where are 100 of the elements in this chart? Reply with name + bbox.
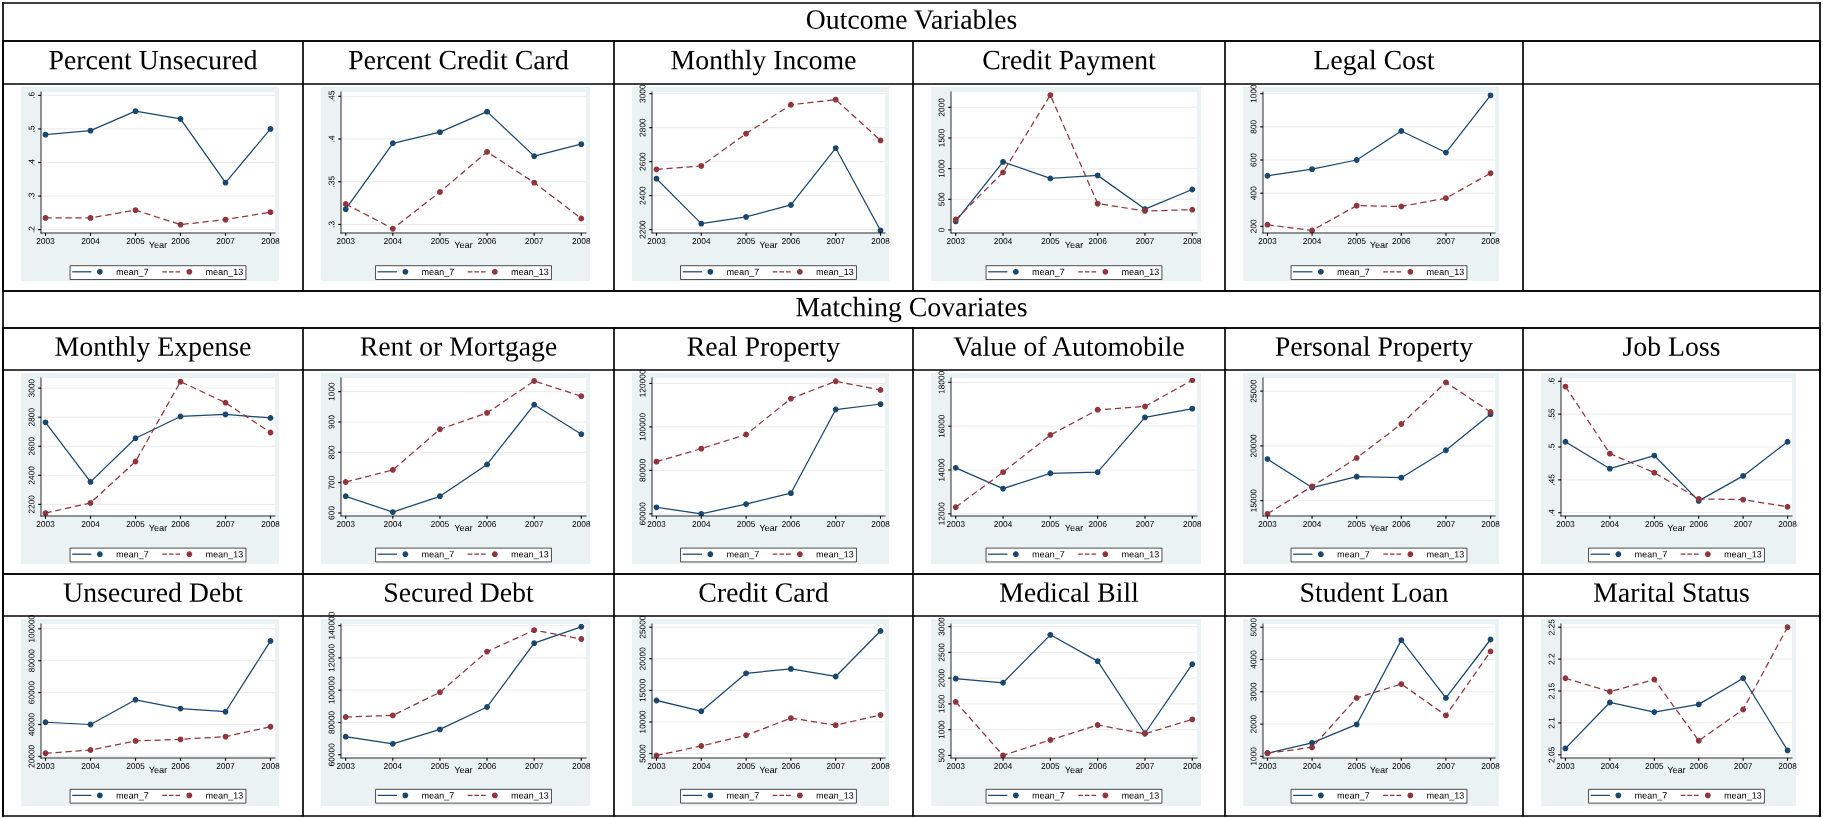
y-tick-label: .5 <box>28 125 35 132</box>
x-tick-label: 2007 <box>1437 238 1455 244</box>
legend-label: mean_13 <box>1122 792 1159 801</box>
legend-label: mean_13 <box>511 551 549 560</box>
x-tick-label: 2003 <box>946 238 965 244</box>
x-tick-label: 2005 <box>126 763 145 769</box>
legend-label: mean_13 <box>1427 268 1464 277</box>
y-tick-label: 40000 <box>28 713 35 736</box>
y-tick-label: 100000 <box>328 676 335 704</box>
chart-title: Personal Property <box>1275 336 1474 362</box>
x-tick-label: 2008 <box>261 763 280 769</box>
legend-label: mean_7 <box>1635 551 1667 560</box>
y-tick-label: .2 <box>28 226 35 233</box>
x-axis-title: Year <box>759 766 778 774</box>
x-tick-label: 2008 <box>1481 238 1500 244</box>
y-tick-label: 60000 <box>28 681 35 704</box>
x-tick-label: 2005 <box>1041 238 1060 244</box>
legend-label: mean_13 <box>1122 268 1159 277</box>
x-tick-label: 2006 <box>1689 763 1708 769</box>
x-tick-label: 2008 <box>871 521 890 527</box>
legend-label: mean_7 <box>1337 792 1370 801</box>
y-tick-label: 14000 <box>938 458 945 481</box>
y-tick-label: .6 <box>1548 378 1555 384</box>
x-tick-label: 2005 <box>1041 763 1060 769</box>
x-tick-label: 2004 <box>1303 521 1322 527</box>
text: Matching Covariates <box>796 296 1027 323</box>
x-tick-label: 2003 <box>336 763 355 769</box>
y-tick-label: 100000 <box>639 413 646 441</box>
legend-label: mean_7 <box>116 792 149 801</box>
x-tick-label: 2005 <box>126 238 145 244</box>
x-tick-label: 2003 <box>946 763 965 769</box>
y-tick-label: 2000 <box>1250 715 1257 733</box>
x-tick-label: 2004 <box>994 763 1013 769</box>
x-axis-title: Year <box>1667 766 1686 774</box>
chart-title: Real Property <box>687 336 841 362</box>
legend-label: mean_7 <box>116 551 149 560</box>
x-tick-label: 2004 <box>383 763 402 769</box>
y-tick-label: 500 <box>938 748 945 763</box>
x-tick-label: 2008 <box>1481 521 1500 527</box>
y-tick-label: 25000 <box>639 615 646 639</box>
x-tick-label: 2003 <box>36 238 55 244</box>
x-tick-label: 2004 <box>1601 521 1619 527</box>
legend-label: mean_7 <box>422 551 454 560</box>
x-tick-label: 2007 <box>826 763 845 769</box>
x-tick-label: 2008 <box>871 238 890 244</box>
y-tick-label: 5000 <box>1250 618 1257 637</box>
x-axis-title: Year <box>1370 524 1388 532</box>
x-axis-title: Year <box>149 241 167 249</box>
chart-title: Percent Unsecured <box>49 49 258 70</box>
y-tick-label: 2200 <box>639 220 646 239</box>
x-axis-title: Year <box>1065 766 1083 774</box>
x-tick-label: 2006 <box>1088 521 1107 527</box>
y-tick-label: 16000 <box>938 414 945 438</box>
x-tick-label: 2008 <box>1183 763 1202 769</box>
legend-label: mean_7 <box>422 792 454 801</box>
legend-label: mean_7 <box>1337 551 1370 560</box>
legend-label: mean_13 <box>206 551 243 560</box>
x-tick-label: 2005 <box>1041 521 1060 527</box>
x-tick-label: 2005 <box>431 763 449 769</box>
x-tick-label: 2005 <box>1347 763 1366 769</box>
x-axis-title: Year <box>1667 524 1686 532</box>
x-tick-label: 2007 <box>216 763 235 769</box>
legend-label: mean_13 <box>1427 551 1464 560</box>
x-axis-title: Year <box>1065 241 1083 249</box>
legend-label: mean_7 <box>727 792 759 801</box>
x-tick-label: 2003 <box>1258 763 1277 769</box>
chart-title: Medical Bill <box>999 582 1139 602</box>
y-tick-label: 2.05 <box>1548 747 1555 763</box>
y-tick-label: 700 <box>328 476 335 490</box>
chart-title: Unsecured Debt <box>63 582 243 602</box>
chart-title: Percent Credit Card <box>348 49 569 70</box>
y-tick-label: 2.25 <box>1548 619 1555 635</box>
y-tick-label: .45 <box>328 90 335 102</box>
y-tick-label: 1000 <box>1250 84 1257 103</box>
legend-label: mean_7 <box>1032 551 1065 560</box>
x-tick-label: 2006 <box>171 238 190 244</box>
x-tick-label: 2006 <box>1392 763 1411 769</box>
legend-label: mean_7 <box>727 268 759 277</box>
y-tick-label: 20000 <box>28 745 35 768</box>
x-tick-label: 2006 <box>782 238 800 244</box>
y-tick-label: 500 <box>938 192 945 206</box>
y-tick-label: 800 <box>328 445 335 459</box>
y-tick-label: .5 <box>1548 443 1555 450</box>
x-axis-title: Year <box>759 241 778 249</box>
x-tick-label: 2004 <box>692 238 711 244</box>
chart-title: Legal Cost <box>1314 49 1435 76</box>
y-tick-label: 3000 <box>639 84 646 103</box>
chart-title: Monthly Expense <box>55 336 251 362</box>
x-tick-label: 2004 <box>692 521 711 527</box>
x-tick-label: 2005 <box>126 521 145 527</box>
x-tick-label: 2003 <box>1258 238 1277 244</box>
y-tick-label: 100000 <box>28 615 35 643</box>
y-tick-label: 2000 <box>938 98 945 117</box>
x-tick-label: 2006 <box>478 238 496 244</box>
x-axis-title: Year <box>454 524 473 532</box>
legend-label: mean_13 <box>1122 551 1159 560</box>
y-tick-label: 400 <box>1250 186 1257 200</box>
y-tick-label: 20000 <box>1250 434 1257 458</box>
chart-title: Credit Payment <box>983 49 1156 76</box>
y-tick-label: 3000 <box>28 379 35 398</box>
